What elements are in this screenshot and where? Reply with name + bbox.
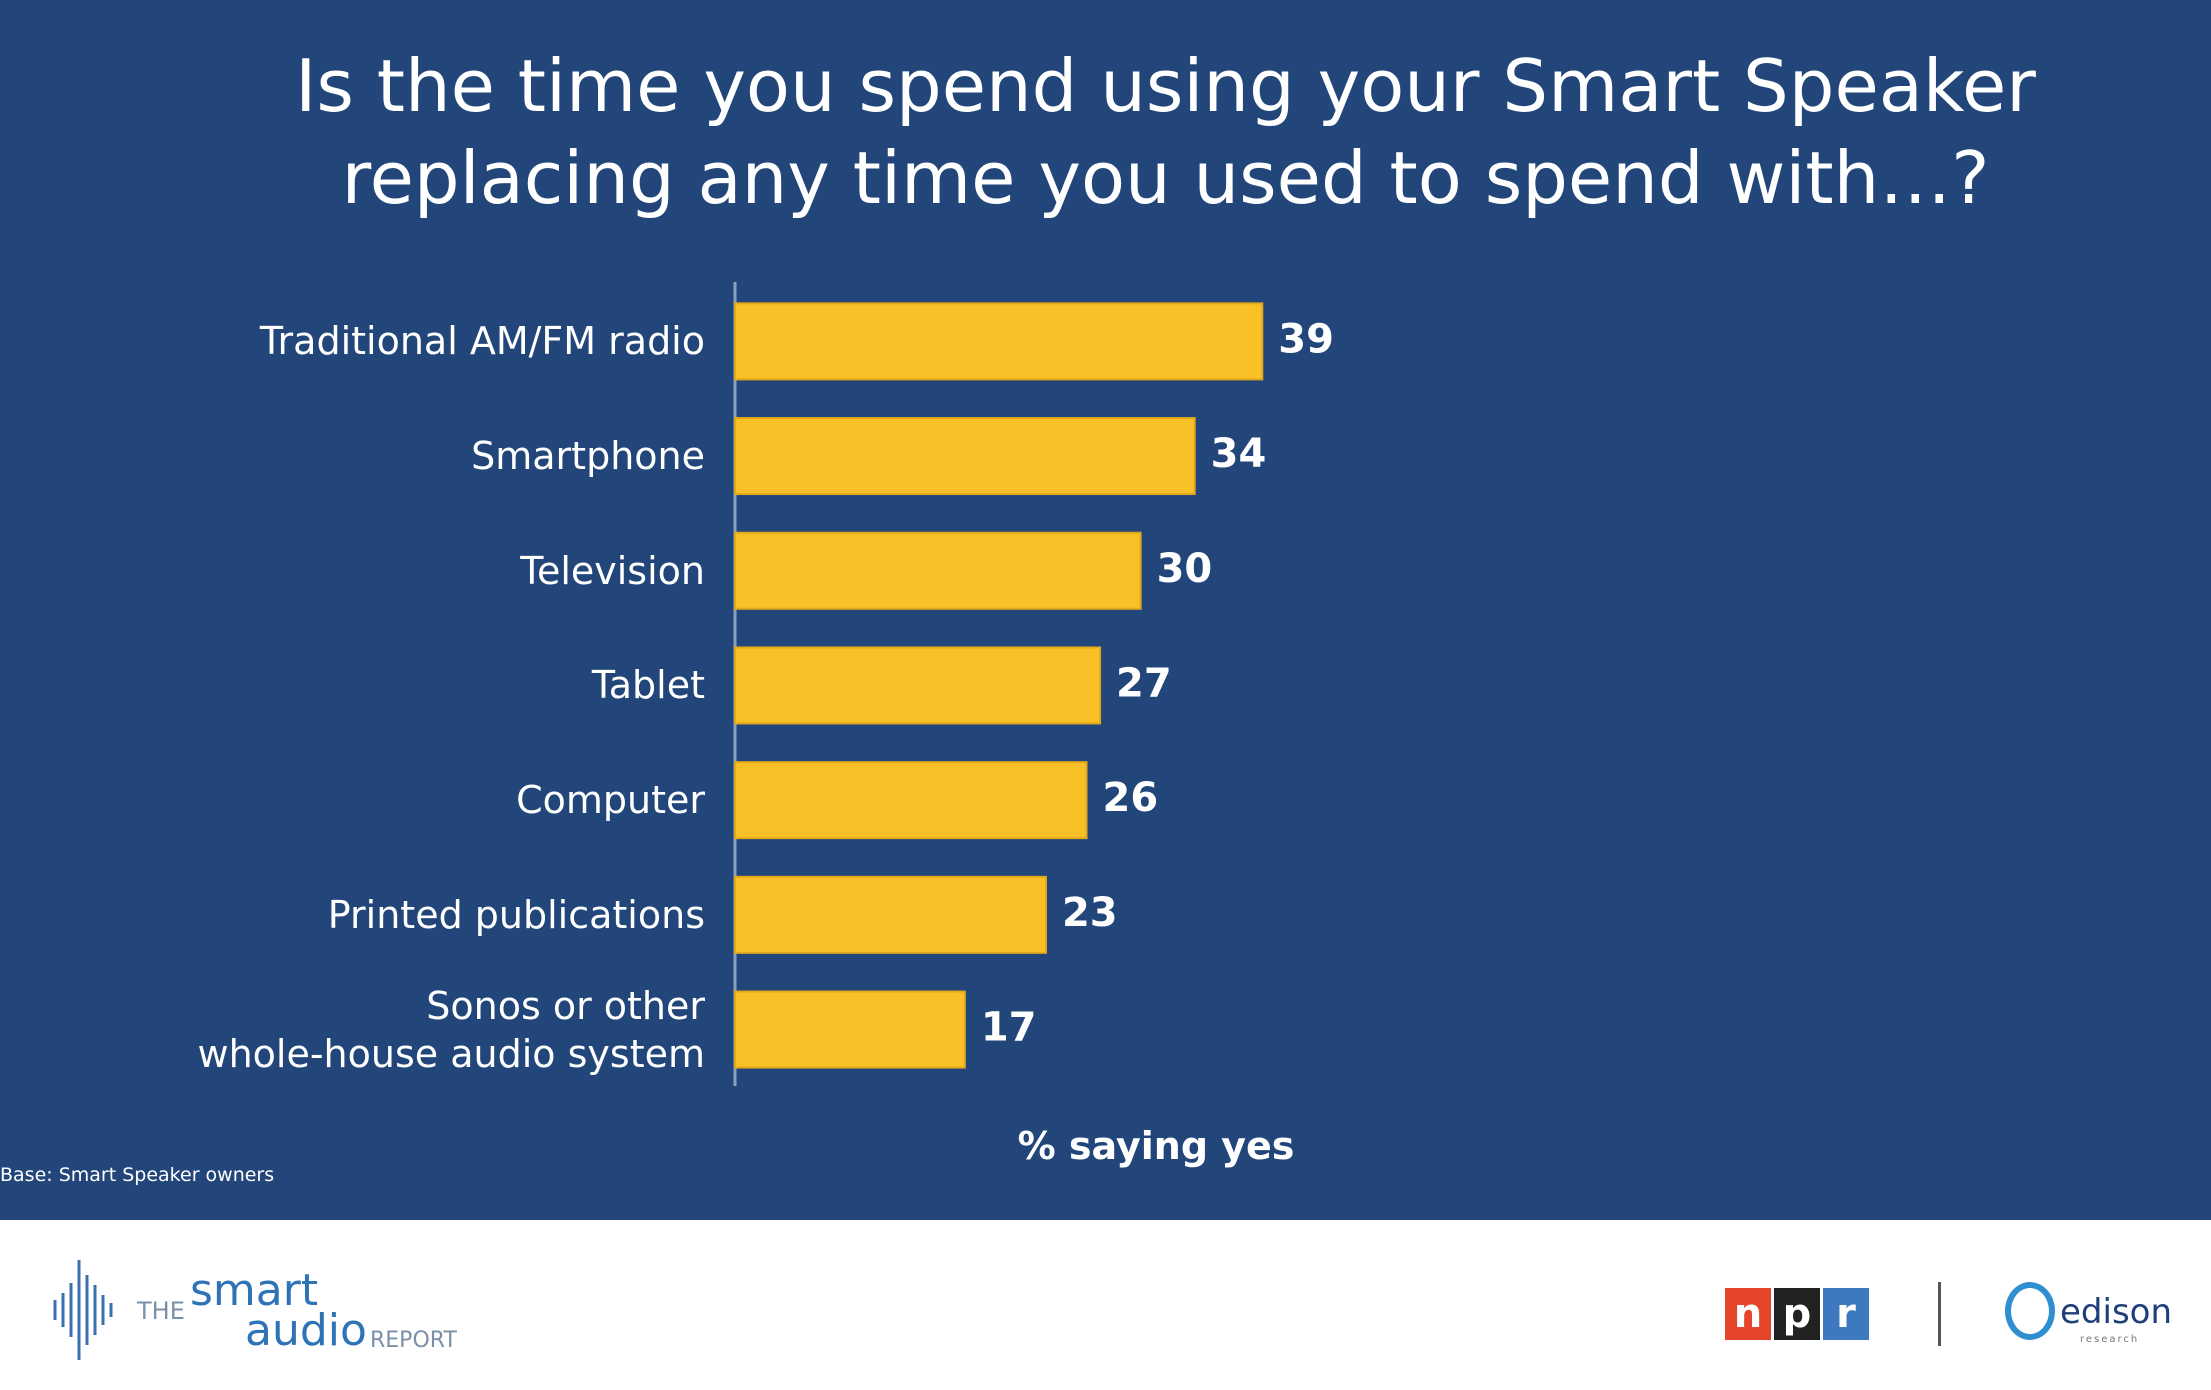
value-label: 39 xyxy=(1278,316,1334,362)
logo-the: THE xyxy=(137,1297,185,1325)
value-label: 26 xyxy=(1103,775,1159,821)
bar xyxy=(734,761,1088,840)
plot: 39 34 30 27 26 23 17 xyxy=(733,282,1334,1086)
bar xyxy=(734,531,1142,610)
category-label: Printed publications xyxy=(327,892,705,937)
bar xyxy=(734,302,1264,381)
category-label: Sonos or other whole-house audio system xyxy=(197,983,706,1076)
logo-audio: audio xyxy=(245,1305,367,1356)
value-label: 27 xyxy=(1116,660,1172,706)
edison-icon xyxy=(2005,1282,2055,1340)
bar xyxy=(734,646,1102,725)
waveform-icon xyxy=(53,1260,113,1360)
chart-panel xyxy=(0,0,2211,1220)
bar xyxy=(734,990,966,1069)
category-label: Smartphone xyxy=(471,434,705,479)
value-label: 30 xyxy=(1157,546,1213,592)
x-axis-label: % saying yes xyxy=(1017,1124,1295,1168)
category-label: Television xyxy=(520,548,705,593)
logo-smart: smart xyxy=(190,1265,319,1316)
base-note: Base: Smart Speaker owners xyxy=(0,1164,275,1186)
edison-sub: research xyxy=(2080,1334,2140,1345)
category-label: Traditional AM/FM radio xyxy=(259,319,705,364)
value-label: 23 xyxy=(1062,890,1118,936)
category-label: Computer xyxy=(516,778,705,823)
value-label: 17 xyxy=(981,1005,1037,1051)
npr-letter: n xyxy=(1725,1288,1771,1340)
npr-letter: r xyxy=(1823,1288,1869,1340)
npr-letter: p xyxy=(1774,1288,1820,1340)
logo-report: REPORT xyxy=(370,1328,457,1353)
chart-title: Is the time you spend using your Smart S… xyxy=(295,44,2036,220)
value-label: 34 xyxy=(1211,431,1267,477)
bar xyxy=(734,417,1196,496)
divider xyxy=(1938,1282,1941,1346)
bar xyxy=(734,875,1047,954)
edison-name: edison xyxy=(2060,1292,2173,1332)
category-label: Tablet xyxy=(591,663,705,708)
